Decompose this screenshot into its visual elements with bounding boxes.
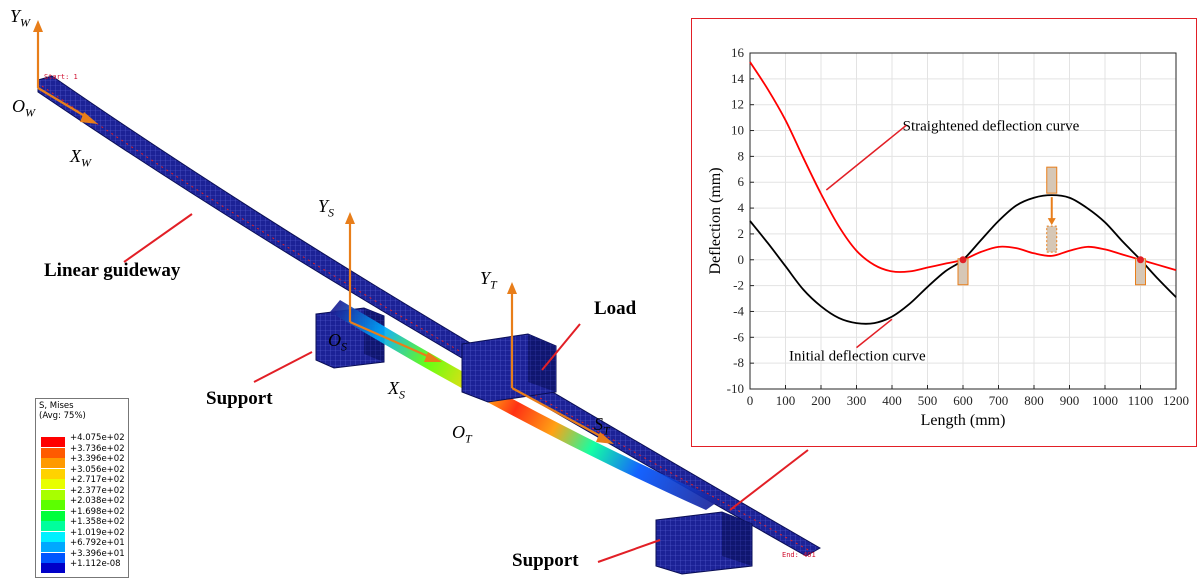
y-axis-label: Deflection (mm): [707, 167, 724, 274]
legend-swatch: [41, 521, 65, 531]
legend-value: +6.792e+01: [70, 538, 125, 548]
x-tick-label: 900: [1060, 393, 1080, 408]
y-tick-label: 16: [731, 45, 745, 60]
legend-swatch: [41, 489, 65, 500]
y-tick-label: 12: [731, 97, 744, 112]
fe-end-label: End: 401: [782, 551, 816, 559]
legend-value: +3.396e+01: [70, 548, 125, 559]
x-tick-label: 100: [776, 393, 796, 408]
legend-value: +3.736e+02: [70, 443, 125, 454]
legend-swatch: [41, 563, 65, 573]
support-axes: [345, 212, 442, 362]
y-tick-label: 8: [738, 148, 745, 163]
axis-label-ot: OT: [452, 422, 472, 446]
axis-label-st: ST: [594, 414, 610, 438]
label-support-left: Support: [206, 388, 273, 409]
legend-swatch: [41, 542, 65, 552]
legend-swatch: [41, 447, 65, 458]
fe-start-label: Start: 1: [44, 73, 78, 81]
y-tick-label: 2: [738, 226, 745, 241]
axis-label-os: OS: [328, 330, 347, 354]
world-axes: [33, 20, 98, 124]
axis-label-xs: XS: [388, 378, 405, 402]
load-axes: [507, 282, 614, 444]
x-tick-label: 1100: [1128, 393, 1154, 408]
y-tick-label: 6: [738, 174, 745, 189]
legend-swatch: [41, 552, 65, 563]
legend-value: +4.075e+02: [70, 433, 125, 443]
x-tick-label: 200: [811, 393, 831, 408]
legend-value: +2.038e+02: [70, 496, 125, 506]
deflection-chart-panel: 0 100 200 300 400 500 600 700 800 900 1000 1100 1200…: [691, 18, 1197, 447]
axis-label-yw: YW: [10, 6, 31, 30]
legend-swatch: [41, 510, 65, 521]
y-tick-label: 14: [731, 71, 745, 86]
legend-swatch: [41, 500, 65, 510]
y-tick-label: -2: [733, 278, 744, 293]
label-support-bottom: Support: [512, 550, 579, 571]
y-tick-label: 4: [738, 200, 745, 215]
legend-value: +1.698e+02: [70, 506, 125, 517]
legend-title: S, Mises (Avg: 75%): [39, 401, 86, 421]
label-linear-guideway: Linear guideway: [44, 260, 181, 281]
axis-label-ys: YS: [318, 196, 335, 220]
deflection-chart: 0 100 200 300 400 500 600 700 800 900 1000 1100 1200…: [707, 45, 1189, 429]
load-marker-initial: [1046, 166, 1058, 194]
legend-swatch: [41, 458, 65, 468]
axis-label-yt: YT: [480, 268, 497, 292]
legend-swatch: [41, 479, 65, 489]
legend-value: +1.019e+02: [70, 527, 125, 538]
support-point: [959, 256, 967, 264]
label-load: Load: [594, 298, 637, 319]
annotation-straightened-leader: [825, 124, 907, 191]
load-marker-straightened: [1046, 225, 1058, 253]
annotation-initial: Initial deflection curve: [789, 349, 926, 365]
x-tick-label: 1200: [1163, 393, 1189, 408]
x-tick-label: 300: [847, 393, 867, 408]
legend-value: +2.377e+02: [70, 485, 125, 496]
y-tick-label: 10: [731, 123, 744, 138]
legend-value: +2.717e+02: [70, 475, 125, 485]
legend-swatch: [41, 468, 65, 479]
legend-swatch: [41, 531, 65, 542]
support-block-bottom: [655, 511, 753, 575]
load-block: [461, 333, 557, 403]
support-point: [1137, 256, 1144, 264]
axis-label-ow: OW: [12, 96, 35, 120]
y-tick-label: -10: [727, 381, 744, 396]
x-tick-label: 600: [953, 393, 973, 408]
x-tick-label: 700: [989, 393, 1009, 408]
x-tick-label: 400: [882, 393, 902, 408]
axis-label-xw: XW: [70, 146, 91, 170]
y-tick-label: -4: [733, 303, 744, 318]
callout-lines: [123, 213, 809, 563]
legend-value: +3.056e+02: [70, 464, 125, 475]
annotation-straightened: Straightened deflection curve: [903, 119, 1080, 135]
x-tick-label: 0: [747, 393, 754, 408]
legend-value: +1.112e-08: [70, 559, 121, 569]
legend-value: +3.396e+02: [70, 454, 125, 464]
y-tick-label: 0: [738, 252, 745, 267]
load-shift-arrowhead: [1047, 218, 1056, 226]
legend-value: +1.358e+02: [70, 517, 125, 527]
x-tick-label: 500: [918, 393, 938, 408]
legend-swatch: [41, 437, 65, 447]
annotation-initial-leader: [856, 318, 893, 349]
x-tick-label: 1000: [1092, 393, 1118, 408]
x-axis-label: Length (mm): [921, 412, 1006, 429]
guideway-beam: [37, 75, 822, 557]
stress-legend: S, Mises (Avg: 75%) +4.075e+02 +3.736e+02…: [35, 398, 129, 578]
x-tick-label: 800: [1024, 393, 1044, 408]
y-tick-label: -6: [733, 329, 744, 344]
y-tick-label: -8: [733, 355, 744, 370]
